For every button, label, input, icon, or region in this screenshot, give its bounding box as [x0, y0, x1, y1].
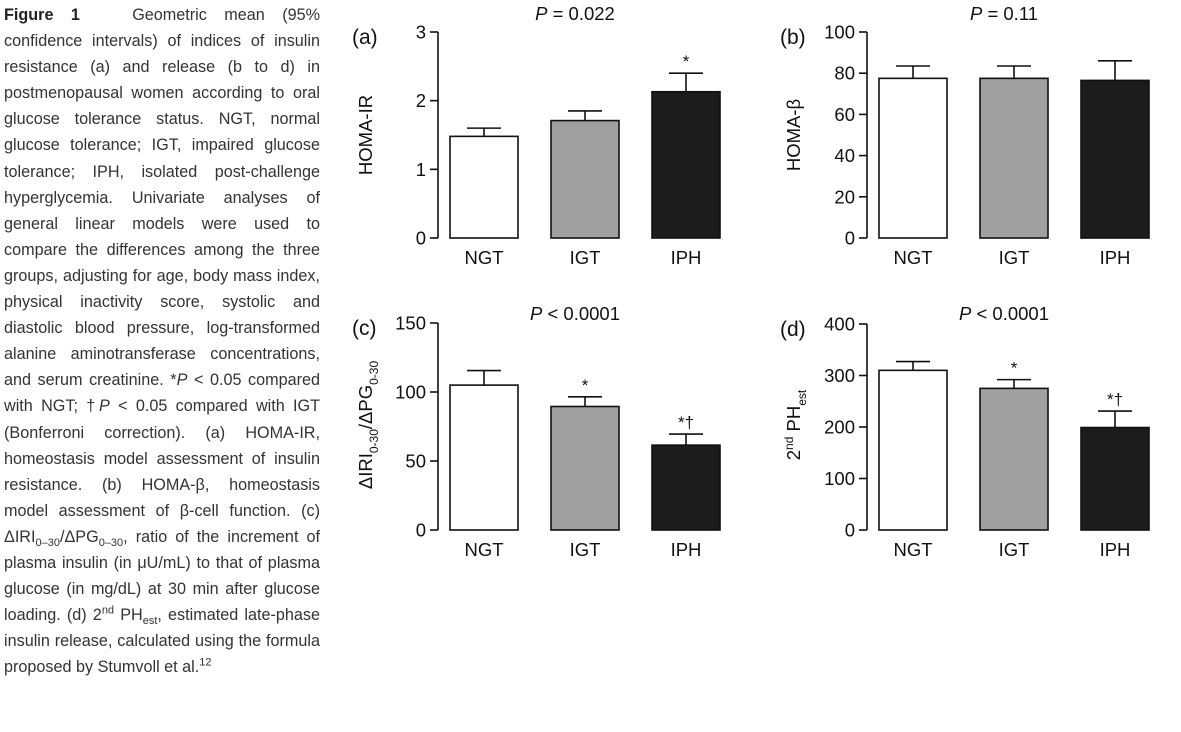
panel-c-label: (c)	[352, 317, 377, 340]
panel-a-label: (a)	[352, 26, 378, 49]
panel-c-y-tick-label: 50	[405, 451, 426, 472]
panel-d-category-label: IGT	[999, 539, 1030, 560]
caption-sup-2: 12	[199, 656, 212, 669]
panel-b-category-label: IPH	[1100, 247, 1131, 268]
panel-c-y-tick-label: 100	[395, 382, 426, 403]
panel-b-y-axis-title: HOMA-β	[783, 99, 804, 171]
panel-b-y-tick-label: 40	[834, 145, 855, 166]
panel-b-y-tick-label: 0	[845, 228, 855, 249]
panel-d-y-title-main: 2	[783, 450, 804, 460]
panel-b-y-tick-label: 100	[824, 22, 855, 43]
panel-c-category-label: NGT	[464, 539, 503, 560]
panel-d-bar-iph	[1080, 426, 1150, 531]
panel-b-y-title-main: HOMA-β	[783, 99, 804, 171]
caption-text-3: < 0.05 compared with IGT (Bonferroni cor…	[4, 397, 320, 546]
figure-caption: Figure 1 Geometric mean (95% confidence …	[4, 2, 320, 680]
panel-b-y-tick-label: 60	[834, 104, 855, 125]
panel-b-category-label: NGT	[893, 247, 932, 268]
panel-b-bar-ngt	[878, 77, 948, 239]
panel-c-y-title-sub1: 0-30	[367, 429, 381, 453]
caption-text-5: , ratio of the increment of plasma insul…	[4, 527, 320, 625]
caption-sub-3: est	[142, 615, 158, 628]
figure-label: Figure 1	[4, 6, 80, 24]
panel-b-bar-igt	[979, 77, 1049, 239]
panel-d-y-title-sup: nd	[782, 437, 796, 450]
panel-b-p-italic: P	[970, 3, 983, 24]
panel-b-p-text: = 0.11	[982, 3, 1038, 24]
panel-c-bar-ngt	[449, 384, 519, 531]
panel-a-bar-igt	[550, 119, 620, 239]
panel-d-y-tick-label: 200	[824, 417, 855, 438]
panel-b-p-value: P = 0.11	[970, 3, 1038, 24]
panel-c-y-title-mid: /ΔPG	[355, 385, 376, 429]
panel-c-category-label: IPH	[671, 539, 702, 560]
caption-sup-1: nd	[101, 604, 115, 617]
panel-c-y-tick-label: 150	[395, 313, 426, 334]
panel-d-y-title-mid: PH	[783, 406, 804, 437]
panel-c-significance-mark: *†	[678, 413, 694, 432]
caption-sub-1: 0–30	[35, 537, 60, 550]
panel-b-label: (b)	[780, 26, 806, 49]
panel-a-y-title-main: HOMA-IR	[355, 95, 376, 175]
caption-text-4: /ΔPG	[59, 527, 99, 546]
panel-b-y-tick-label: 20	[834, 186, 855, 207]
caption-sub-2: 0–30	[98, 537, 124, 550]
panel-d-y-tick-label: 400	[824, 314, 855, 335]
panel-a-category-label: IPH	[671, 247, 702, 268]
panel-a-p-value: P = 0.022	[535, 3, 615, 24]
panel-b-y-tick-label: 80	[834, 63, 855, 84]
panel-a-p-italic: P	[535, 3, 548, 24]
panel-d-y-tick-label: 100	[824, 468, 855, 489]
panel-d-significance-mark: *†	[1107, 390, 1123, 409]
panel-c-p-value: P < 0.0001	[530, 303, 620, 324]
panel-c-y-title-sub2: 0-30	[367, 361, 381, 385]
panel-d-p-value: P < 0.0001	[959, 303, 1049, 324]
panel-a-y-tick-label: 1	[416, 159, 426, 180]
panel-b-category-label: IGT	[999, 247, 1030, 268]
panel-c-significance-mark: *	[582, 376, 589, 395]
panel-d-category-label: IPH	[1100, 539, 1131, 560]
caption-text-2: < 0.05 compared with NGT; †	[4, 371, 320, 416]
panel-d-bar-ngt	[878, 369, 948, 531]
panel-d-p-italic: P	[959, 303, 972, 324]
panel-c-p-text: < 0.0001	[542, 303, 620, 324]
panel-a-category-label: NGT	[464, 247, 503, 268]
panel-c-p-italic: P	[530, 303, 543, 324]
panel-a-y-tick-label: 2	[416, 90, 426, 111]
panel-a-category-label: IGT	[570, 247, 601, 268]
panel-d-p-text: < 0.0001	[971, 303, 1049, 324]
caption-text-7: , estimated late-phase insulin release, …	[4, 606, 320, 677]
panel-a-bar-ngt	[449, 135, 519, 239]
caption-p-italic-1: P	[176, 371, 188, 390]
panel-d-y-title-sub2: est	[795, 389, 809, 406]
panel-c-bar-iph	[651, 444, 721, 531]
panel-a-y-tick-label: 3	[416, 22, 426, 43]
caption-p-italic-2: P	[99, 397, 110, 416]
panel-c-y-axis-title: ΔIRI0-30/ΔPG0-30	[355, 361, 381, 490]
panel-c-category-label: IGT	[570, 539, 601, 560]
caption-text-6: PH	[114, 606, 143, 625]
panel-a-p-text: = 0.022	[547, 3, 614, 24]
panel-d-y-axis-title: 2nd PHest	[782, 389, 809, 460]
panel-c-y-tick-label: 0	[416, 520, 426, 541]
panel-c-bar-igt	[550, 405, 620, 531]
panel-d-label: (d)	[780, 318, 806, 341]
panel-a-bar-iph	[651, 90, 721, 239]
panel-a-y-tick-label: 0	[416, 228, 426, 249]
panel-a-significance-mark: *	[683, 52, 690, 71]
panel-a-y-axis-title: HOMA-IR	[355, 95, 376, 175]
caption-text-1: Geometric mean (95% confidence intervals…	[4, 6, 321, 390]
panel-c-y-title-main: ΔIRI	[355, 453, 376, 489]
panel-d-y-tick-label: 0	[845, 520, 855, 541]
panel-d-y-tick-label: 300	[824, 365, 855, 386]
panel-d-bar-igt	[979, 387, 1049, 531]
panel-d-significance-mark: *	[1011, 359, 1018, 378]
panel-d-category-label: NGT	[893, 539, 932, 560]
panel-b-bar-iph	[1080, 79, 1150, 239]
